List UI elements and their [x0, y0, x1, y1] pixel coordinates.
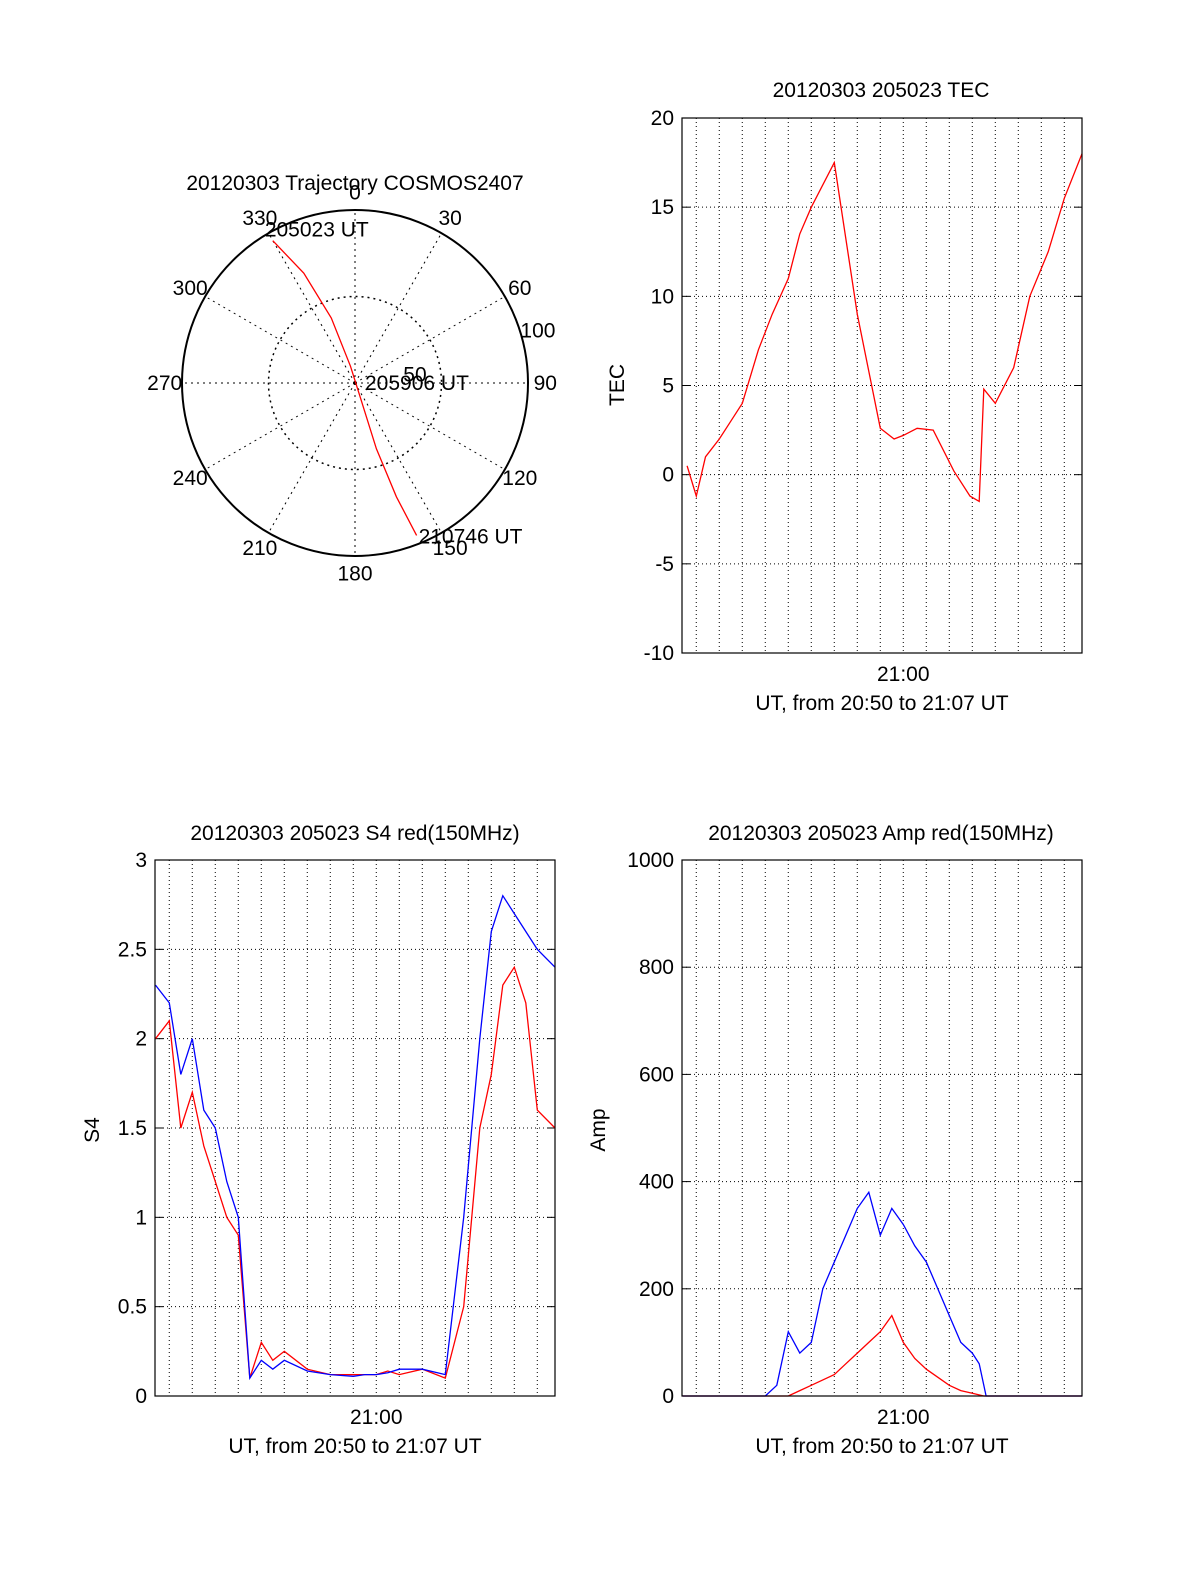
polar-angle-label: 180 — [337, 562, 372, 585]
y-tick-label: 1 — [135, 1206, 147, 1229]
series-line-red — [682, 1314, 1082, 1397]
polar-time-annotation: 205906 UT — [365, 372, 469, 395]
y-tick-label: 15 — [651, 196, 674, 219]
polar-spoke — [268, 382, 356, 534]
amp-title: 20120303 205023 Amp red(150MHz) — [708, 822, 1054, 845]
polar-angle-label: 120 — [502, 467, 537, 490]
polar-radius-label: 100 — [520, 320, 555, 343]
amp-y-label: Amp — [587, 1108, 610, 1151]
y-tick-label: 0 — [135, 1385, 147, 1408]
y-tick-label: 2.5 — [118, 938, 147, 961]
amp-x-label: UT, from 20:50 to 21:07 UT — [755, 1435, 1008, 1458]
y-tick-label: 400 — [639, 1171, 674, 1194]
tec-y-tick-labels: -10 -5 0 5 10 15 20 — [644, 107, 674, 665]
series-line-blue — [154, 894, 556, 1381]
polar-inner-ring — [267, 295, 443, 471]
y-tick-label: 200 — [639, 1278, 674, 1301]
y-tick-label: 1000 — [627, 849, 674, 872]
polar-time-annotation: 210746 UT — [419, 525, 523, 548]
polar-angle-label: 60 — [508, 277, 531, 300]
polar-grid — [181, 209, 529, 557]
y-tick-label: 0 — [662, 1385, 674, 1408]
series-line-red — [154, 965, 556, 1379]
s4-x-tick-labels: 21:00 — [350, 1406, 403, 1429]
y-tick-label: 3 — [135, 849, 147, 872]
polar-angle-label: 240 — [173, 467, 208, 490]
polar-angle-label: 270 — [147, 372, 182, 395]
polar-angle-label: 330 — [242, 207, 277, 230]
s4-x-label: UT, from 20:50 to 21:07 UT — [228, 1435, 481, 1458]
polar-spoke — [268, 232, 356, 384]
x-tick-label: 21:00 — [877, 1406, 930, 1429]
y-tick-label: 2 — [135, 1028, 147, 1051]
amp-gridlines — [682, 859, 1082, 1397]
amp-panel: 20120303 205023 Amp red(150MHz) 0 200 400 6… — [587, 822, 1083, 1458]
polar-spoke — [354, 382, 506, 470]
polar-angle-label: 30 — [438, 207, 461, 230]
s4-panel: 20120303 205023 S4 red(150MHz) 0 0.5 1 1.5 2… — [81, 822, 556, 1458]
y-tick-label: 20 — [651, 107, 674, 130]
polar-angle-label: 0 — [349, 182, 361, 205]
amp-y-tick-labels: 0 200 400 600 800 1000 — [627, 849, 674, 1408]
y-tick-label: 0.5 — [118, 1296, 147, 1319]
amp-series — [682, 1190, 1082, 1397]
y-tick-label: 1.5 — [118, 1117, 147, 1140]
polar-trajectory-line — [272, 240, 418, 536]
polar-spoke — [204, 382, 356, 470]
amp-x-tick-labels: 21:00 — [877, 1406, 930, 1429]
amp-plot-frame — [681, 859, 1083, 1397]
y-tick-label: 600 — [639, 1063, 674, 1086]
polar-angle-label: 150 — [433, 537, 468, 560]
tec-x-tick-labels: 21:00 — [877, 663, 930, 686]
y-tick-label: -5 — [655, 553, 674, 576]
polar-spoke — [204, 296, 356, 384]
polar-spoke — [354, 296, 506, 384]
x-tick-label: 21:00 — [877, 663, 930, 686]
polar-spoke — [354, 232, 442, 384]
polar-spoke — [354, 382, 442, 534]
polar-annotations: 205023 UT 205906 UT 210746 UT — [265, 219, 523, 549]
polar-angle-label: 210 — [242, 537, 277, 560]
series-line-TEC — [686, 153, 1083, 503]
polar-title: 20120303 Trajectory COSMOS2407 — [186, 172, 523, 195]
x-tick-label: 21:00 — [350, 1406, 403, 1429]
series-line-blue — [682, 1190, 1082, 1397]
polar-time-annotation: 205023 UT — [265, 219, 369, 242]
polar-angle-labels: 0 30 60 90 120 150 180 210 240 270 300 330 — [147, 182, 557, 586]
polar-angle-label: 300 — [173, 277, 208, 300]
s4-series — [154, 894, 556, 1381]
s4-title: 20120303 205023 S4 red(150MHz) — [190, 822, 519, 845]
polar-radius-label: 50 — [403, 364, 426, 387]
s4-plot-frame — [154, 859, 556, 1397]
tec-plot-frame — [681, 117, 1083, 654]
tec-title: 20120303 205023 TEC — [773, 79, 990, 102]
tec-series — [686, 153, 1083, 503]
y-tick-label: 5 — [662, 375, 674, 398]
s4-y-label: S4 — [81, 1117, 104, 1143]
polar-trajectory-series — [272, 240, 418, 536]
s4-gridlines — [155, 859, 555, 1397]
tec-gridlines — [682, 117, 1082, 654]
y-tick-label: 10 — [651, 285, 674, 308]
polar-outer-ring — [181, 209, 529, 557]
y-tick-label: -10 — [644, 642, 674, 665]
tec-x-label: UT, from 20:50 to 21:07 UT — [755, 692, 1008, 715]
y-tick-label: 0 — [662, 464, 674, 487]
tec-y-label: TEC — [606, 364, 629, 406]
polar-angle-label: 90 — [534, 372, 557, 395]
y-tick-label: 800 — [639, 956, 674, 979]
polar-trajectory-panel: 20120303 Trajectory COSMOS2407 0 30 60 90 12… — [147, 172, 557, 585]
s4-y-tick-labels: 0 0.5 1 1.5 2 2.5 3 — [118, 849, 147, 1408]
polar-radius-labels: 50 100 — [403, 320, 555, 387]
